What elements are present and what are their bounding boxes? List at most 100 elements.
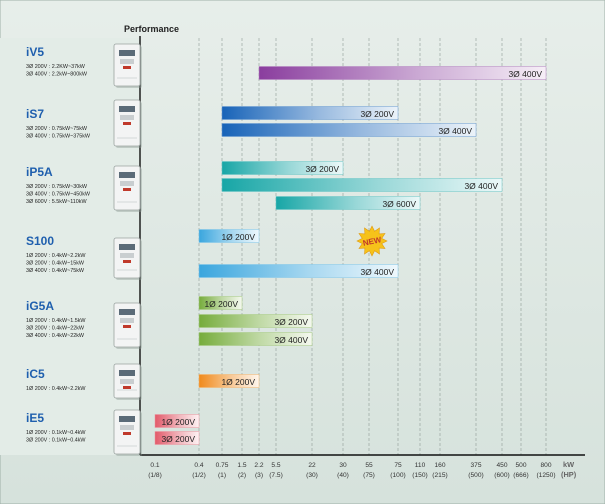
x-tick-label-kw: 0.75 [216, 462, 229, 469]
product-image [113, 409, 142, 456]
x-tick-label-kw: 2.2 [254, 462, 263, 469]
x-tick-label-hp: (30) [306, 472, 318, 479]
new-badge-label: NEW [362, 235, 383, 248]
x-tick-label-kw: 1.5 [237, 462, 246, 469]
product-spec: 1Ø 200V : 0.4kW~1.5kW [26, 318, 86, 324]
x-tick-label-kw: 30 [339, 462, 347, 469]
bar [221, 161, 344, 175]
x-tick-label-kw: 450 [496, 462, 507, 469]
product-spec: 3Ø 400V : 0.4kW~22kW [26, 333, 85, 339]
bar [221, 178, 503, 192]
bar [275, 196, 421, 210]
product-spec: 3Ø 200V : 0.75kW~75kW [26, 126, 88, 132]
x-tick-label-hp: (600) [494, 472, 509, 479]
product-name: iG5A [26, 299, 54, 313]
product-image [113, 165, 142, 212]
product-image [113, 99, 142, 148]
x-axis-ticks: 0.1 (1/8) 0.4 (1/2) 0.75 (1) 1.5 (2) 2.2 (3) 5.5 (7… [148, 462, 555, 479]
x-tick-label-kw: 75 [394, 462, 402, 469]
bar-label: 3Ø 400V [464, 181, 498, 191]
product-name: iV5 [26, 45, 44, 59]
x-tick-label-kw: 0.1 [150, 462, 159, 469]
bar-label: 3Ø 200V [360, 109, 394, 119]
product-image [113, 43, 142, 88]
x-axis-unit-hp: (HP) [561, 470, 577, 479]
x-tick-label-hp: (1/2) [192, 472, 206, 479]
new-badge: NEW [356, 225, 388, 257]
product-spec: 3Ø 400V : 2.2kW~800kW [26, 71, 88, 77]
bar [198, 264, 399, 278]
x-tick-label-kw: 55 [365, 462, 373, 469]
product-spec: 3Ø 400V : 0.4kW~75kW [26, 268, 85, 274]
bar-label: 3Ø 400V [360, 267, 394, 277]
product-spec: 1Ø 200V : 0.1kW~0.4kW [26, 430, 86, 436]
product-name: iE5 [26, 411, 44, 425]
product-spec: 3Ø 400V : 0.75kW~450kW [26, 191, 91, 197]
product-spec: 3Ø 200V : 0.4kW~22kW [26, 325, 85, 331]
product-spec: 3Ø 200V : 2.2KW~37kW [26, 64, 86, 70]
x-tick-label-hp: (100) [390, 472, 405, 479]
bar-series: 3Ø 200V 3Ø 400V 3Ø 200V 3Ø 400V 3Ø 200V 3Ø 40… [0, 52, 547, 445]
product-name: iC5 [26, 367, 45, 381]
bar-label: 3Ø 400V [508, 69, 542, 79]
x-tick-label-hp: (150) [412, 472, 427, 479]
bar-label: 3Ø 400V [274, 335, 308, 345]
bar-label: 1Ø 200V [221, 232, 255, 242]
x-tick-label-kw: 5.5 [271, 462, 280, 469]
product-spec: 3Ø 400V : 0.75kW~375kW [26, 133, 91, 139]
product-name: iS7 [26, 107, 44, 121]
bar [221, 106, 399, 120]
x-tick-label-kw: 110 [415, 462, 426, 469]
product-spec: 3Ø 200V : 0.4kW~15kW [26, 260, 85, 266]
bar-label: 1Ø 200V [161, 417, 195, 427]
x-tick-label-kw: 0.4 [194, 462, 203, 469]
product-image [113, 237, 142, 280]
x-tick-label-kw: 22 [308, 462, 316, 469]
bar [221, 123, 477, 137]
bar-label: 3Ø 200V [305, 164, 339, 174]
x-axis-unit-kw: kW [563, 460, 574, 469]
x-tick-label-hp: (1) [218, 472, 226, 479]
product-spec: 3Ø 600V : 5.5kW~110kW [26, 199, 87, 205]
bar [154, 431, 200, 445]
bar [198, 296, 243, 310]
x-tick-label-hp: (2) [238, 472, 246, 479]
product-image [113, 302, 142, 349]
x-tick-label-hp: (1/8) [148, 472, 162, 479]
x-tick-label-kw: 160 [434, 462, 445, 469]
bar [198, 374, 260, 388]
bar [198, 314, 313, 328]
chart-title: Performance [124, 24, 179, 34]
x-tick-label-hp: (7.5) [269, 472, 283, 479]
product-spec: 1Ø 200V : 0.4kW~2.2kW [26, 386, 86, 392]
product-spec: 1Ø 200V : 0.4kW~2.2kW [26, 253, 86, 259]
x-tick-label-hp: (666) [513, 472, 528, 479]
bar-label: 3Ø 200V [274, 317, 308, 327]
x-tick-label-kw: 500 [515, 462, 526, 469]
bar-label: 3Ø 600V [382, 199, 416, 209]
product-name: S100 [26, 234, 54, 248]
bar [258, 66, 547, 80]
x-tick-label-kw: 800 [540, 462, 551, 469]
product-spec: 3Ø 200V : 0.1kW~0.4kW [26, 437, 86, 443]
product-name: iP5A [26, 165, 53, 179]
x-tick-label-hp: (3) [255, 472, 263, 479]
x-tick-label-hp: (40) [337, 472, 349, 479]
x-tick-label-hp: (215) [432, 472, 447, 479]
bar [198, 332, 313, 346]
bar-label: 1Ø 200V [204, 299, 238, 309]
x-tick-label-hp: (500) [468, 472, 483, 479]
x-tick-label-hp: (1250) [536, 472, 555, 479]
bar [198, 229, 260, 243]
product-image [113, 363, 142, 400]
x-tick-label-hp: (75) [363, 472, 375, 479]
product-spec: 3Ø 200V : 0.75kW~30kW [26, 184, 88, 190]
axes [0, 36, 585, 456]
bar-label: 3Ø 400V [438, 126, 472, 136]
x-tick-label-kw: 375 [470, 462, 481, 469]
bar-label: 1Ø 200V [221, 377, 255, 387]
bar [154, 414, 200, 428]
